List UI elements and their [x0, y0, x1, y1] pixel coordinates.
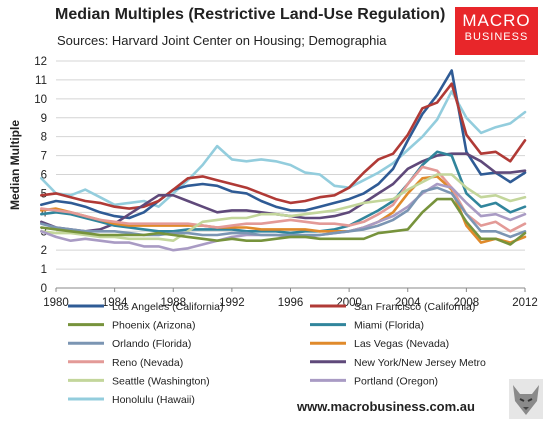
- y-tick-label: 11: [35, 75, 47, 87]
- legend-label: Portland (Oregon): [354, 375, 438, 387]
- series-line: [39, 150, 527, 235]
- macrobusiness-logo: MACRO BUSINESS: [455, 7, 538, 55]
- y-tick-label: 6: [41, 170, 47, 182]
- y-axis-label: Median Multiple: [8, 120, 22, 210]
- x-tick-label: 1980: [43, 297, 69, 309]
- legend: Los Angeles (California) San Francisco (C…: [68, 301, 486, 406]
- x-tick-label: 1992: [219, 297, 245, 309]
- wolf-logo-icon: [509, 379, 543, 419]
- x-tick-labels: 1980 1984 1988 1992 1996 2000 2004 2008 2012: [43, 297, 538, 309]
- y-tick-label: 2: [41, 245, 47, 257]
- x-tick-label: 2012: [512, 297, 538, 309]
- x-tick-label: 1988: [160, 297, 186, 309]
- legend-label: New York/New Jersey Metro: [354, 357, 486, 369]
- legend-label: Phoenix (Arizona): [112, 320, 195, 332]
- legend-label: Reno (Nevada): [112, 357, 183, 369]
- series-line: [39, 186, 527, 239]
- y-tick-label: 7: [41, 151, 47, 163]
- series-line: [39, 69, 527, 220]
- x-tick-label: 1996: [278, 297, 304, 309]
- legend-label: Honolulu (Hawaii): [112, 394, 195, 406]
- series-line: [39, 82, 527, 210]
- chart-subtitle: Sources: Harvard Joint Center on Housing…: [57, 33, 387, 48]
- y-tick-label: 12: [34, 56, 47, 68]
- y-tick-label: 0: [41, 283, 47, 295]
- series-line: [39, 175, 527, 244]
- series-line: [39, 173, 527, 242]
- x-tick-label: 2004: [395, 297, 421, 309]
- legend-label: Orlando (Florida): [112, 338, 191, 350]
- y-tick-label: 10: [34, 94, 47, 106]
- logo-line-1: MACRO: [462, 11, 531, 30]
- logo-line-2: BUSINESS: [464, 31, 529, 43]
- y-tick-label: 9: [41, 113, 47, 125]
- legend-label: Miami (Florida): [354, 320, 424, 332]
- series-lines: [39, 69, 527, 252]
- legend-label: Seattle (Washington): [112, 375, 210, 387]
- series-line: [39, 197, 527, 246]
- x-tick-label: 1984: [102, 297, 128, 309]
- x-tick-label: 2008: [454, 297, 480, 309]
- y-tick-label: 1: [41, 264, 47, 276]
- series-line: [39, 90, 527, 208]
- series-line: [39, 165, 527, 233]
- y-tick-label: 8: [41, 132, 47, 144]
- legend-label: Los Angeles (California): [112, 301, 223, 313]
- legend-label: San Francisco (California): [354, 301, 475, 313]
- footer-url: www.macrobusiness.com.au: [297, 399, 475, 414]
- legend-label: Las Vegas (Nevada): [354, 338, 449, 350]
- chart-title: Median Multiples (Restrictive Land-Use R…: [55, 6, 446, 23]
